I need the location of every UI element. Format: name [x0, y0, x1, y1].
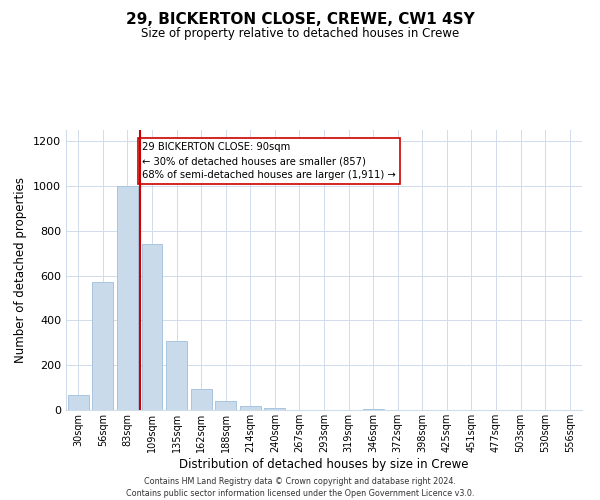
Text: Size of property relative to detached houses in Crewe: Size of property relative to detached ho…	[141, 28, 459, 40]
Y-axis label: Number of detached properties: Number of detached properties	[14, 177, 28, 363]
Bar	[215, 401, 236, 410]
Bar	[240, 406, 261, 410]
Bar	[68, 395, 89, 410]
Bar	[191, 388, 212, 410]
Bar	[117, 186, 138, 410]
Text: Contains public sector information licensed under the Open Government Licence v3: Contains public sector information licen…	[126, 489, 474, 498]
Bar	[265, 408, 286, 410]
Bar	[92, 282, 113, 410]
Text: 29, BICKERTON CLOSE, CREWE, CW1 4SY: 29, BICKERTON CLOSE, CREWE, CW1 4SY	[125, 12, 475, 28]
Text: Contains HM Land Registry data © Crown copyright and database right 2024.: Contains HM Land Registry data © Crown c…	[144, 478, 456, 486]
X-axis label: Distribution of detached houses by size in Crewe: Distribution of detached houses by size …	[179, 458, 469, 470]
Text: 29 BICKERTON CLOSE: 90sqm
← 30% of detached houses are smaller (857)
68% of semi: 29 BICKERTON CLOSE: 90sqm ← 30% of detac…	[142, 142, 396, 180]
Bar	[142, 244, 163, 410]
Bar	[166, 340, 187, 410]
Bar	[362, 409, 383, 410]
